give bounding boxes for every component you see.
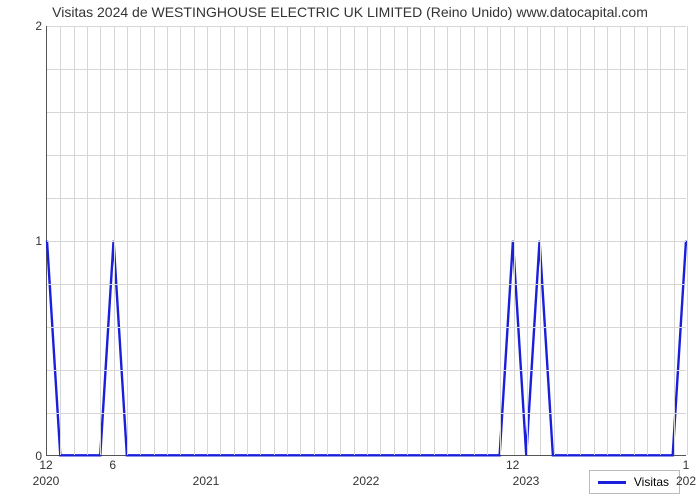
gridline-v-minor [487,26,488,455]
gridline-v-minor [567,26,568,455]
xtick-label: 202 [676,474,696,488]
gridline-v-minor [594,26,595,455]
gridline-v [367,26,368,455]
chart-title: Visitas 2024 de WESTINGHOUSE ELECTRIC UK… [0,4,700,20]
gridline-v-minor [474,26,475,455]
gridline-v [527,26,528,455]
xtick-label: 2021 [193,474,220,488]
gridline-v-minor [500,26,501,455]
gridline-v-minor [394,26,395,455]
gridline-v-minor [434,26,435,455]
gridline-v-minor [220,26,221,455]
gridline-v-minor [340,26,341,455]
gridline-v [687,26,688,455]
gridline-v-minor [420,26,421,455]
gridline-v-minor [607,26,608,455]
ytick-label: 1 [35,234,42,248]
gridline-v-minor [647,26,648,455]
gridline-v-minor [87,26,88,455]
legend-swatch [598,481,626,484]
gridline-v-minor [140,26,141,455]
gridline-v-minor [127,26,128,455]
xtick-label: 2020 [33,474,60,488]
xtick-label: 2023 [513,474,540,488]
gridline-v-minor [514,26,515,455]
gridline-v-minor [180,26,181,455]
gridline-v-minor [167,26,168,455]
gridline-v-minor [447,26,448,455]
xtick-label: 2022 [353,474,380,488]
gridline-v-minor [314,26,315,455]
legend: Visitas [589,470,680,494]
gridline-v-minor [260,26,261,455]
value-label: 12 [39,458,52,472]
gridline-v-minor [247,26,248,455]
value-label: 12 [506,458,519,472]
gridline-v-minor [60,26,61,455]
gridline-v-minor [234,26,235,455]
gridline-v-minor [194,26,195,455]
gridline-v-minor [674,26,675,455]
plot-area [46,26,686,456]
gridline-v-minor [327,26,328,455]
gridline-v-minor [287,26,288,455]
ytick-label: 2 [35,19,42,33]
gridline-v-minor [660,26,661,455]
gridline-v-minor [460,26,461,455]
visits-line-chart: Visitas 2024 de WESTINGHOUSE ELECTRIC UK… [0,0,700,500]
gridline-v-minor [74,26,75,455]
gridline-v-minor [540,26,541,455]
gridline-v-minor [300,26,301,455]
gridline-v [207,26,208,455]
value-label: 1 [683,458,690,472]
gridline-v-minor [620,26,621,455]
gridline-v-minor [580,26,581,455]
gridline-v-minor [634,26,635,455]
legend-label: Visitas [634,475,669,489]
gridline-v-minor [114,26,115,455]
gridline-v-minor [554,26,555,455]
gridline-v-minor [354,26,355,455]
gridline-v-minor [100,26,101,455]
gridline-v-minor [274,26,275,455]
gridline-v-minor [380,26,381,455]
gridline-v-minor [154,26,155,455]
value-label: 6 [109,458,116,472]
gridline-v-minor [407,26,408,455]
